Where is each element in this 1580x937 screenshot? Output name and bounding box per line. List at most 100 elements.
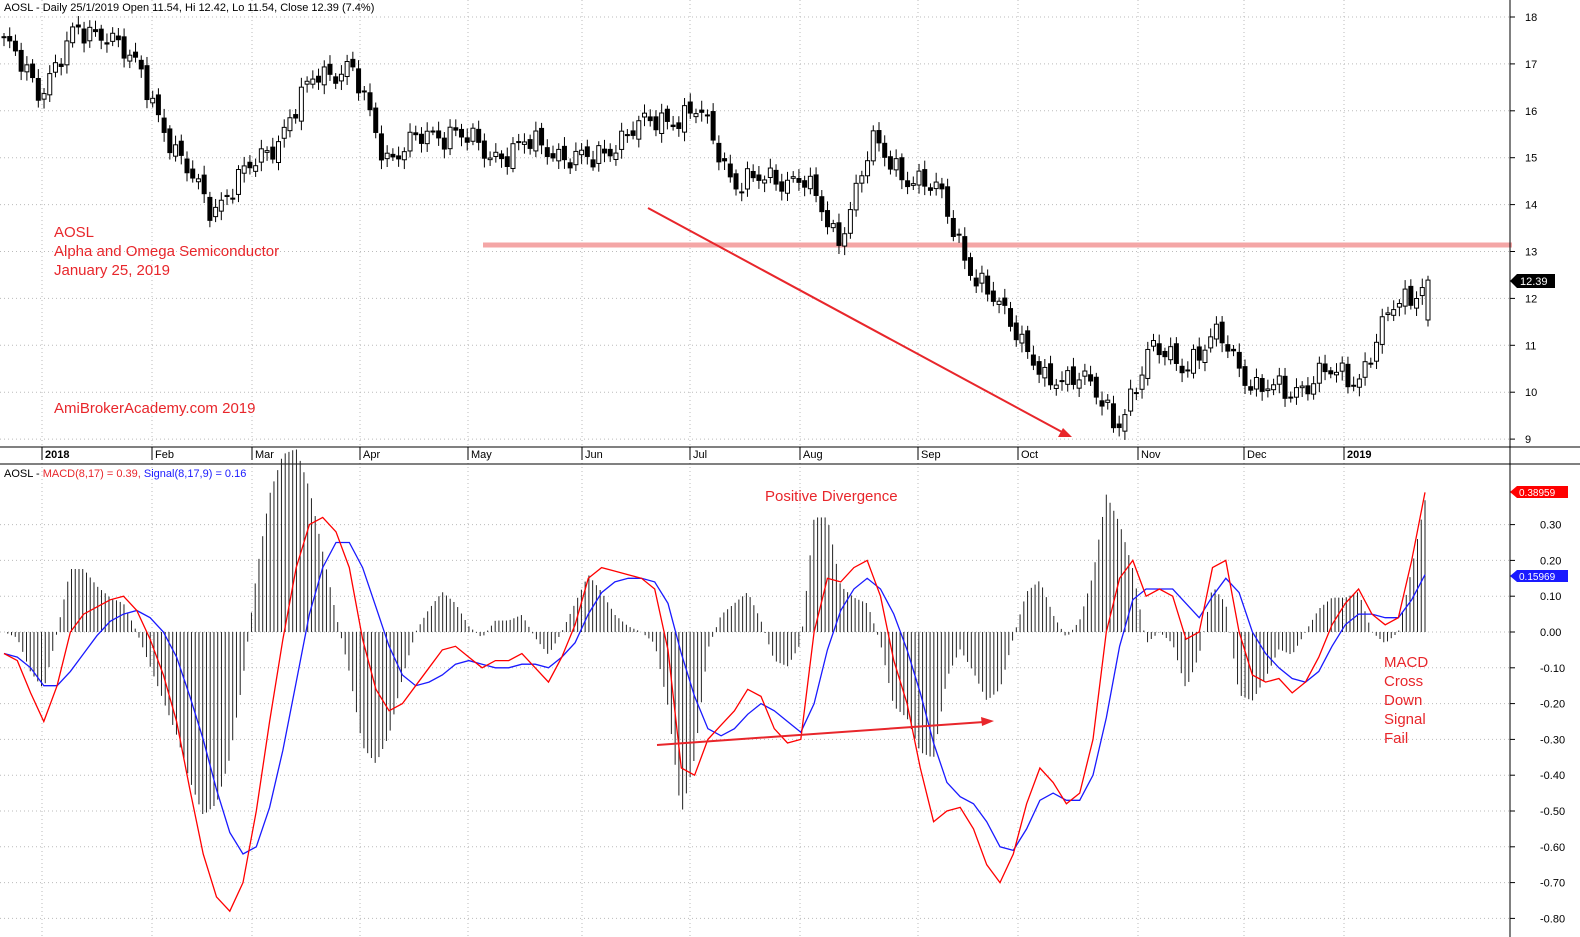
candle-body xyxy=(184,158,190,174)
macd-note-line: Cross xyxy=(1384,673,1423,690)
candle-body xyxy=(110,32,116,42)
annotation-ticker: AOSL xyxy=(54,224,94,241)
candle xyxy=(304,76,310,93)
candle-body xyxy=(1351,384,1357,387)
candle xyxy=(493,143,499,163)
candle-body xyxy=(30,63,36,79)
candle-body xyxy=(1088,374,1094,382)
candle-body xyxy=(1076,379,1082,389)
candle-body xyxy=(430,130,436,133)
candle xyxy=(619,122,625,159)
candle xyxy=(956,228,962,243)
candle-body xyxy=(750,170,756,179)
candle xyxy=(281,119,287,148)
candle xyxy=(104,33,110,53)
candle-body xyxy=(1225,344,1231,352)
candle-body xyxy=(424,130,430,145)
candle-body xyxy=(825,210,831,228)
candle-body xyxy=(361,90,367,93)
candle xyxy=(784,171,790,201)
candle xyxy=(235,165,241,203)
candle xyxy=(1025,325,1031,359)
candle-body xyxy=(853,182,859,211)
candle xyxy=(550,145,556,162)
candle xyxy=(30,59,36,83)
candle-body xyxy=(1316,362,1322,384)
candle xyxy=(996,297,1002,314)
price-tick-label: 13 xyxy=(1525,247,1537,259)
candle xyxy=(350,51,356,72)
candle-body xyxy=(487,157,493,161)
annotation-divergence: Positive Divergence xyxy=(765,488,898,505)
candle xyxy=(1105,394,1111,410)
candle-body xyxy=(876,130,882,144)
candle xyxy=(710,103,716,145)
candle xyxy=(1196,337,1202,370)
candle xyxy=(1088,365,1094,386)
candle-body xyxy=(1379,316,1385,345)
candle-body xyxy=(1368,362,1374,365)
candle xyxy=(967,252,973,281)
candle-body xyxy=(733,173,739,190)
candle-body xyxy=(1099,400,1105,407)
candle-body xyxy=(413,132,419,136)
candle xyxy=(338,65,344,91)
candle-body xyxy=(12,40,18,52)
macd-lines xyxy=(3,492,1426,913)
date-tick-label: Apr xyxy=(363,449,380,461)
candle xyxy=(887,150,893,175)
candle xyxy=(224,189,230,206)
candle xyxy=(1288,391,1294,403)
candle xyxy=(1053,378,1059,396)
macd-histogram xyxy=(7,449,1426,815)
candle xyxy=(390,148,396,162)
date-axis: 2018 Feb Mar Apr May Jun Jul Aug Sep Oct Nov Dec 201… xyxy=(41,447,1371,461)
macd-tick-label: -0.10 xyxy=(1540,663,1565,675)
macd-note-line: Fail xyxy=(1384,730,1408,747)
candle xyxy=(1374,333,1380,369)
candle xyxy=(453,119,459,137)
candle xyxy=(647,109,653,127)
candle xyxy=(985,269,991,302)
signal-value-marker: 0.15969 xyxy=(1510,570,1568,583)
candle-body xyxy=(870,130,876,162)
candle-body xyxy=(338,73,344,82)
candle-body xyxy=(933,181,939,190)
candle-body xyxy=(1168,346,1174,361)
date-tick-label: Aug xyxy=(803,449,823,461)
candle-body xyxy=(619,130,625,150)
candle xyxy=(750,164,756,182)
candle-body xyxy=(1036,361,1042,375)
price-tick-label: 16 xyxy=(1525,106,1537,118)
candle xyxy=(476,120,482,151)
candle-body xyxy=(230,197,236,200)
candle-body xyxy=(41,93,47,100)
candle-body xyxy=(653,116,659,131)
candle-body xyxy=(807,175,813,190)
candle-body xyxy=(1030,354,1036,366)
candle xyxy=(1276,367,1282,394)
candle xyxy=(527,134,533,155)
candle xyxy=(18,42,24,81)
candle-body xyxy=(659,112,665,134)
candle-body xyxy=(1293,387,1299,398)
candle xyxy=(1030,345,1036,371)
date-tick-label: Feb xyxy=(155,449,174,461)
candle xyxy=(704,109,710,124)
candle-body xyxy=(1333,371,1339,376)
candle xyxy=(1339,356,1345,381)
candle xyxy=(773,164,779,191)
candle-body xyxy=(865,160,871,177)
signal-value-label: 0.15969 xyxy=(1519,572,1556,583)
candle-body xyxy=(722,158,728,162)
candle-body xyxy=(1122,414,1128,432)
candle-body xyxy=(1276,375,1282,385)
candle xyxy=(367,83,373,117)
candle xyxy=(1225,335,1231,359)
candle-body xyxy=(630,130,636,136)
candle xyxy=(1048,355,1054,390)
downtrend-arrowhead xyxy=(1058,428,1072,437)
candle xyxy=(207,191,213,228)
candle xyxy=(298,77,304,131)
candle-body xyxy=(253,165,259,172)
